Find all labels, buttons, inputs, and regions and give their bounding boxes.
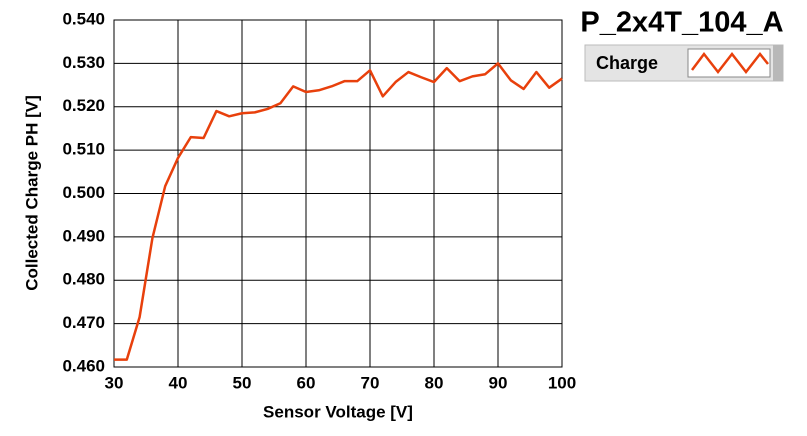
y-tick-label: 0.530 <box>62 53 105 72</box>
y-tick-label: 0.510 <box>62 140 105 159</box>
y-tick-label: 0.520 <box>62 96 105 115</box>
x-tick-label: 90 <box>489 373 508 392</box>
x-tick-label: 70 <box>361 373 380 392</box>
y-tick-label: 0.460 <box>62 356 105 375</box>
x-tick-label: 100 <box>548 373 576 392</box>
data-line <box>114 62 563 361</box>
x-tick-label: 50 <box>233 373 252 392</box>
y-tick-label: 0.540 <box>62 9 105 28</box>
x-tick-label: 40 <box>169 373 188 392</box>
y-tick-label: 0.470 <box>62 313 105 332</box>
x-axis-title: Sensor Voltage [V] <box>263 402 413 421</box>
legend-swatch-box <box>687 48 771 78</box>
legend-scroll <box>773 45 783 81</box>
x-tick-label: 80 <box>425 373 444 392</box>
x-tick-label: 60 <box>297 373 316 392</box>
y-axis-title: Collected Charge PH [V] <box>22 95 41 291</box>
y-tick-label: 0.480 <box>62 270 105 289</box>
y-tick-label: 0.500 <box>62 183 105 202</box>
chart-title: P_2x4T_104_A <box>580 7 783 39</box>
y-tick-label: 0.490 <box>62 226 105 245</box>
legend-label: Charge <box>596 53 658 73</box>
legend: Charge <box>584 44 784 82</box>
legend-swatch <box>691 51 769 75</box>
x-tick-label: 30 <box>105 373 124 392</box>
